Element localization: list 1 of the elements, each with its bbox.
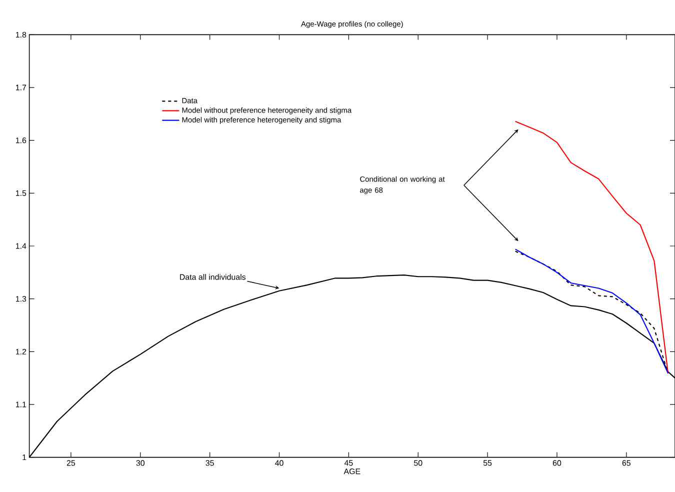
line-series <box>514 120 669 374</box>
